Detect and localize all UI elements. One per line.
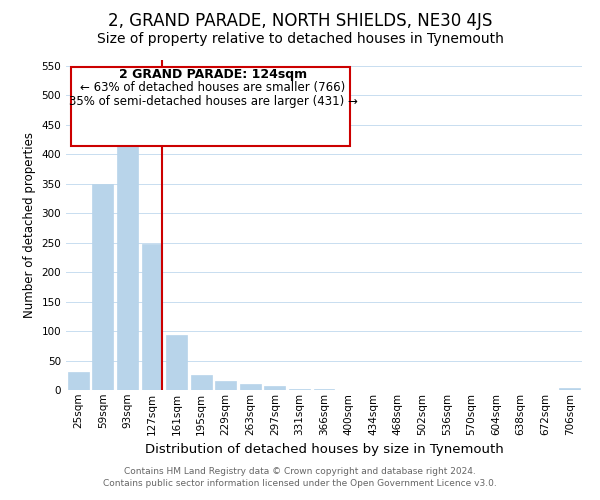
Bar (559, 388, 580, 390)
Bar (92, 184, 113, 390)
FancyBboxPatch shape (71, 66, 350, 146)
Text: ← 63% of detached houses are smaller (766): ← 63% of detached houses are smaller (76… (80, 82, 346, 94)
Bar (265, 386, 286, 390)
Y-axis label: Number of detached properties: Number of detached properties (23, 132, 36, 318)
Text: Size of property relative to detached houses in Tynemouth: Size of property relative to detached ho… (97, 32, 503, 46)
Bar (240, 384, 261, 390)
Text: Contains public sector information licensed under the Open Government Licence v3: Contains public sector information licen… (103, 478, 497, 488)
Bar (117, 125, 138, 390)
Bar (215, 381, 236, 390)
Text: 2, GRAND PARADE, NORTH SHIELDS, NE30 4JS: 2, GRAND PARADE, NORTH SHIELDS, NE30 4JS (108, 12, 492, 30)
Bar (142, 244, 163, 390)
Bar (191, 376, 212, 390)
Bar (166, 335, 187, 390)
Bar (68, 372, 89, 390)
Text: 2 GRAND PARADE: 124sqm: 2 GRAND PARADE: 124sqm (119, 68, 307, 81)
X-axis label: Distribution of detached houses by size in Tynemouth: Distribution of detached houses by size … (145, 443, 503, 456)
Bar (289, 389, 310, 390)
Text: 35% of semi-detached houses are larger (431) →: 35% of semi-detached houses are larger (… (68, 96, 358, 108)
Text: Contains HM Land Registry data © Crown copyright and database right 2024.: Contains HM Land Registry data © Crown c… (124, 467, 476, 476)
